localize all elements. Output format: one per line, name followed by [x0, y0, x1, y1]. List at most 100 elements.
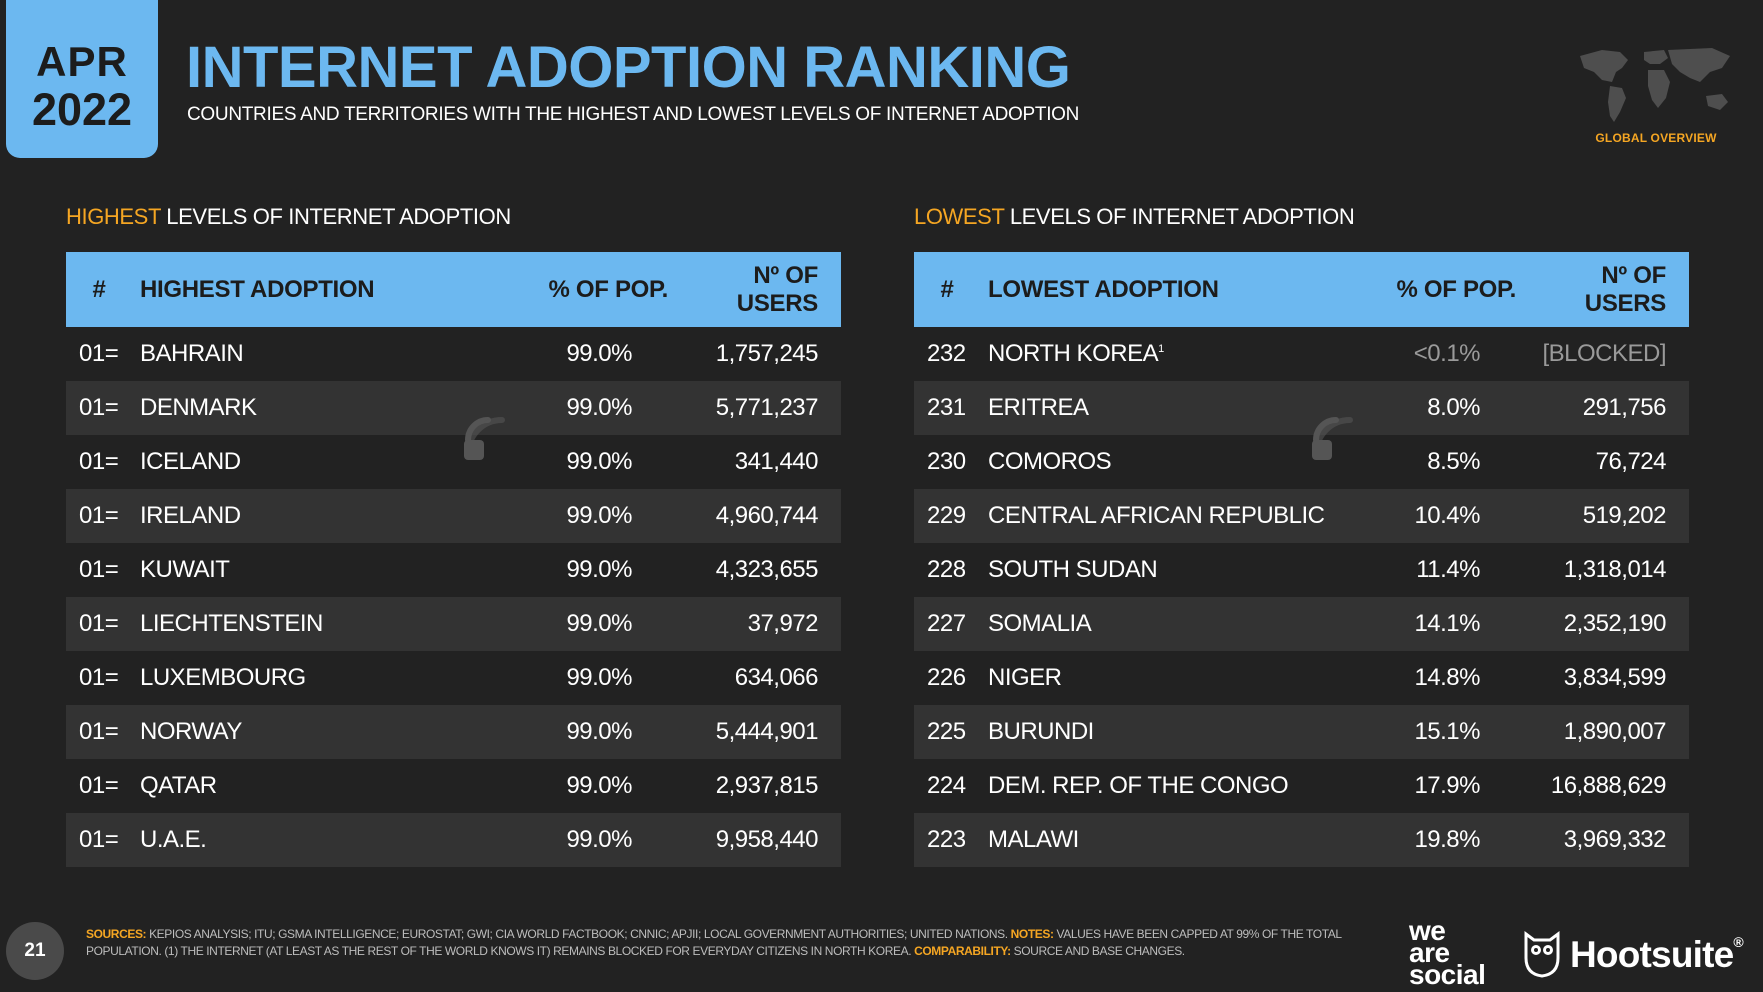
comparability-text: SOURCE AND BASE CHANGES. [1010, 944, 1186, 958]
notes-text: VALUES HAVE BEEN CAPPED AT 99% OF THE TO… [86, 927, 1342, 958]
cell-users: 1,890,007 [1563, 718, 1667, 745]
table-row: 224 DEM. REP. OF THE CONGO 17.9% 16,888,629 [914, 759, 1689, 813]
table-row: 01= LUXEMBOURG 99.0% 634,066 [66, 651, 841, 705]
cell-users: 3,834,599 [1563, 664, 1667, 691]
cell-pct: 14.8% [1414, 664, 1480, 691]
we-are-social-logo: we are social [1409, 915, 1509, 990]
registered-mark: ® [1733, 934, 1743, 950]
cell-name: DEM. REP. OF THE CONGO [988, 772, 1328, 800]
date-month: APR [36, 37, 128, 85]
cell-name: ICELAND [140, 448, 480, 476]
table-row: 231 ERITREA 8.0% 291,756 [914, 381, 1689, 435]
cell-name: U.A.E. [140, 826, 480, 854]
cell-name: COMOROS [988, 448, 1328, 476]
highest-table-body: 01= BAHRAIN 99.0% 1,757,245 01= DENMARK 99.0% 5… [66, 327, 841, 867]
table-row: 232 NORTH KOREA1 <0.1% [BLOCKED] [914, 327, 1689, 381]
table-row: 01= LIECHTENSTEIN 99.0% 37,972 [66, 597, 841, 651]
cell-users: 5,444,901 [715, 718, 819, 745]
lowest-adoption-table: # LOWEST ADOPTION % OF POP. Nº OF USERS … [914, 252, 1689, 867]
cell-rank: 01= [79, 772, 119, 799]
cell-name: LIECHTENSTEIN [140, 610, 480, 638]
cell-users: [BLOCKED] [1542, 340, 1666, 367]
date-year: 2022 [31, 83, 133, 135]
cell-pct: 17.9% [1414, 772, 1480, 799]
country-name: DENMARK [140, 394, 257, 421]
cell-name: NORTH KOREA1 [988, 340, 1328, 368]
lowest-section-highlight: LOWEST [914, 204, 1005, 229]
hootsuite-wordmark: Hootsuite [1570, 934, 1734, 975]
cell-rank: 231 [927, 394, 966, 421]
table-row: 229 CENTRAL AFRICAN REPUBLIC 10.4% 519,202 [914, 489, 1689, 543]
cell-pct: <0.1% [1413, 340, 1481, 367]
cell-pct: 8.5% [1427, 448, 1480, 475]
hootsuite-logo: Hootsuite® [1570, 934, 1744, 976]
country-name: SOMALIA [988, 610, 1092, 637]
table-row: 01= BAHRAIN 99.0% 1,757,245 [66, 327, 841, 381]
we-are-social-word: social [1409, 959, 1486, 990]
table-row: 223 MALAWI 19.8% 3,969,332 [914, 813, 1689, 867]
cell-pct: 14.1% [1414, 610, 1480, 637]
cell-rank: 223 [927, 826, 966, 853]
country-name: QATAR [140, 772, 217, 799]
cell-users: 2,937,815 [715, 772, 819, 799]
country-name: BURUNDI [988, 718, 1094, 745]
we-are-social-word: are [1409, 937, 1450, 968]
cell-name: QATAR [140, 772, 480, 800]
cell-name: NORWAY [140, 718, 480, 746]
cell-users: 4,323,655 [715, 556, 819, 583]
cell-users: 4,960,744 [715, 502, 819, 529]
cell-rank: 01= [79, 610, 119, 637]
country-name: U.A.E. [140, 826, 207, 853]
cell-users: 1,757,245 [715, 340, 819, 367]
table-row: 01= IRELAND 99.0% 4,960,744 [66, 489, 841, 543]
table-row: 228 SOUTH SUDAN 11.4% 1,318,014 [914, 543, 1689, 597]
cell-users: 519,202 [1582, 502, 1667, 529]
cell-rank: 01= [79, 502, 119, 529]
cell-pct: 99.0% [566, 448, 632, 475]
global-overview-label: GLOBAL OVERVIEW [1595, 131, 1717, 145]
cell-users: 5,771,237 [715, 394, 819, 421]
header-rank: # [940, 275, 954, 303]
country-name: MALAWI [988, 826, 1079, 853]
cell-name: SOMALIA [988, 610, 1328, 638]
cell-name: MALAWI [988, 826, 1328, 854]
cell-name: BAHRAIN [140, 340, 480, 368]
watermark-icon [464, 417, 505, 460]
cell-rank: 01= [79, 394, 119, 421]
we-are-social-word: we [1409, 915, 1446, 946]
cell-rank: 232 [927, 340, 966, 367]
lowest-section-title: LOWEST LEVELS OF INTERNET ADOPTION [914, 204, 1355, 230]
lowest-table-body: 232 NORTH KOREA1 <0.1% [BLOCKED] 231 ERITREA 8… [914, 327, 1689, 867]
cell-rank: 01= [79, 340, 119, 367]
cell-rank: 225 [927, 718, 966, 745]
country-name: COMOROS [988, 448, 1112, 475]
country-name: NORTH KOREA [988, 340, 1159, 367]
comparability-label: COMPARABILITY: [914, 944, 1011, 958]
table-row: 01= NORWAY 99.0% 5,444,901 [66, 705, 841, 759]
country-name: NORWAY [140, 718, 242, 745]
cell-pct: 99.0% [566, 718, 632, 745]
table-row: 226 NIGER 14.8% 3,834,599 [914, 651, 1689, 705]
cell-users: 634,066 [734, 664, 819, 691]
cell-name: KUWAIT [140, 556, 480, 584]
country-name: IRELAND [140, 502, 241, 529]
cell-rank: 229 [927, 502, 966, 529]
cell-users: 16,888,629 [1550, 772, 1667, 799]
highest-section-highlight: HIGHEST [66, 204, 161, 229]
cell-name: BURUNDI [988, 718, 1328, 746]
cell-rank: 01= [79, 718, 119, 745]
cell-users: 341,440 [734, 448, 819, 475]
country-name: CENTRAL AFRICAN REPUBLIC [988, 502, 1325, 529]
country-name: SOUTH SUDAN [988, 556, 1158, 583]
page-number: 21 [6, 922, 64, 980]
header-rank: # [92, 275, 106, 303]
cell-pct: 19.8% [1414, 826, 1480, 853]
country-name: DEM. REP. OF THE CONGO [988, 772, 1289, 799]
sources-text: KEPIOS ANALYSIS; ITU; GSMA INTELLIGENCE;… [146, 927, 1011, 941]
cell-pct: 99.0% [566, 826, 632, 853]
cell-pct: 99.0% [566, 502, 632, 529]
cell-users: 76,724 [1595, 448, 1667, 475]
sources-label: SOURCES: [86, 927, 147, 941]
cell-name: LUXEMBOURG [140, 664, 480, 692]
cell-rank: 230 [927, 448, 966, 475]
